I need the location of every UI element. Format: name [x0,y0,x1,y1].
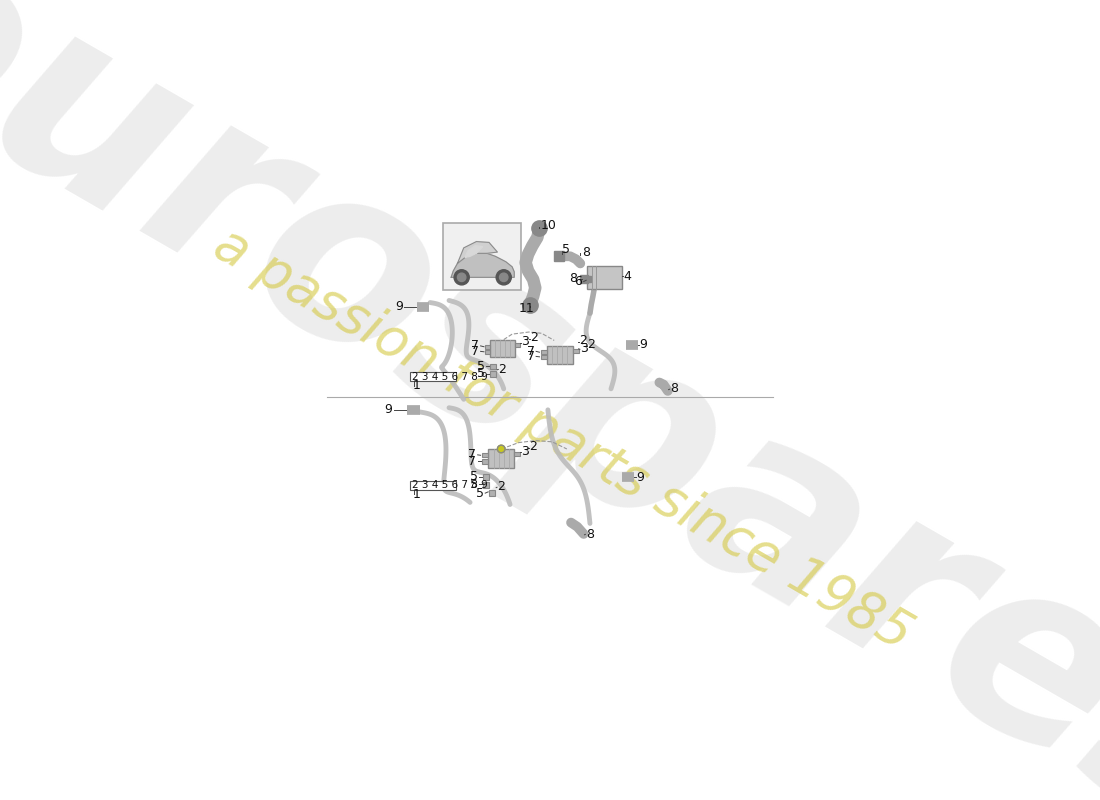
Bar [547,346,573,363]
Text: 2: 2 [498,362,506,375]
Text: 2: 2 [587,338,595,351]
Bar [573,349,579,353]
Circle shape [497,445,505,453]
Text: 7: 7 [471,345,480,358]
Text: 11: 11 [518,302,535,314]
Bar [515,343,519,347]
Text: 1: 1 [412,379,420,392]
Text: 2 3 4 5 6 7 8 9: 2 3 4 5 6 7 8 9 [411,480,487,490]
Text: 2 3 4 5 6 7 8 9: 2 3 4 5 6 7 8 9 [411,372,487,382]
Circle shape [496,270,512,285]
Bar [485,345,491,349]
Text: 7: 7 [469,448,476,462]
Polygon shape [458,242,497,263]
Text: 9: 9 [384,403,393,416]
Text: 10: 10 [541,219,557,232]
Text: 7: 7 [527,350,535,363]
Bar [541,350,547,354]
Circle shape [458,273,466,282]
Text: 4: 4 [624,270,631,282]
Bar [483,474,488,480]
Bar [482,453,488,458]
Text: 5: 5 [476,486,484,500]
Text: 7: 7 [471,339,480,352]
Bar [488,449,514,468]
Text: 3: 3 [580,342,587,354]
Bar [541,355,547,359]
Bar [410,481,455,490]
Bar [514,452,520,456]
Text: 9: 9 [395,300,403,314]
Text: 1: 1 [412,488,420,501]
Bar [587,266,621,289]
Bar [442,222,520,290]
Text: 3: 3 [521,335,529,348]
Bar [483,482,488,488]
Text: 5: 5 [477,367,485,380]
Bar [482,459,488,464]
Text: 5: 5 [477,359,485,373]
Text: 8: 8 [582,246,591,258]
Text: 5: 5 [470,478,477,491]
Text: 8: 8 [570,272,578,285]
Text: 9: 9 [639,338,647,351]
Polygon shape [451,254,514,278]
Text: 5: 5 [562,243,570,257]
Text: 2: 2 [497,480,505,494]
Bar [490,490,495,496]
Text: 7: 7 [469,454,476,468]
Polygon shape [465,246,483,258]
Text: 5: 5 [470,470,477,483]
Text: 8: 8 [670,382,678,395]
Bar [485,350,491,354]
Text: 8: 8 [586,528,594,542]
Text: 3: 3 [521,445,529,458]
Bar [491,363,496,370]
Bar [491,339,515,358]
Text: 2: 2 [529,440,537,454]
Text: a passion for parts since 1985: a passion for parts since 1985 [205,218,921,661]
Circle shape [499,273,508,282]
Bar [491,371,496,377]
Circle shape [454,270,470,285]
Text: 2: 2 [530,331,538,344]
Text: 9: 9 [636,470,645,484]
Text: 7: 7 [527,345,535,358]
Text: 2: 2 [580,334,587,347]
Bar [410,372,455,382]
Text: 6: 6 [574,275,582,288]
